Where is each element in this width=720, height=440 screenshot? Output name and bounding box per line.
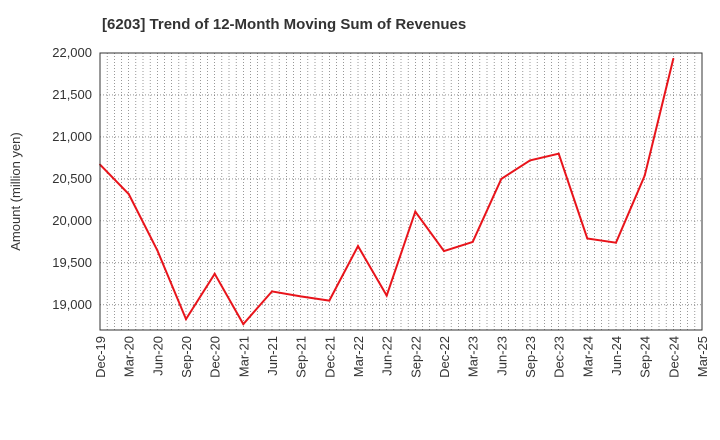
x-tick-label: Dec-19: [93, 336, 108, 378]
data-point: [414, 210, 417, 213]
chart-title: [6203] Trend of 12-Month Moving Sum of R…: [102, 16, 467, 33]
data-point: [271, 290, 273, 293]
data-point: [471, 240, 474, 243]
grid-lines: [100, 52, 702, 330]
data-point: [299, 295, 302, 298]
x-tick-label: Dec-21: [322, 336, 337, 378]
x-tick-label: Sep-22: [408, 336, 423, 378]
y-tick-labels: 19,000 19,500 20,000 20,500 21,000 21,500 22,0…: [52, 45, 92, 312]
x-tick-label: Mar-21: [236, 336, 251, 377]
data-point: [127, 193, 130, 196]
x-tick-label: Jun-24: [609, 336, 624, 376]
data-point: [500, 177, 503, 180]
x-tick-label: Dec-20: [208, 336, 223, 378]
y-tick-label: 19,500: [52, 255, 92, 270]
data-point: [328, 299, 331, 302]
data-point: [213, 272, 216, 275]
data-point: [156, 249, 159, 252]
data-point: [615, 241, 617, 244]
y-tick-label: 19,000: [52, 297, 92, 312]
x-tick-label: Dec-24: [666, 336, 681, 378]
data-point: [643, 174, 646, 177]
y-axis-label: Amount (million yen): [8, 132, 23, 251]
y-tick-label: 20,000: [52, 213, 92, 228]
x-tick-label: Dec-23: [552, 336, 567, 378]
x-tick-label: Jun-20: [150, 336, 165, 376]
data-point: [385, 294, 388, 297]
x-tick-label: Mar-24: [580, 336, 595, 377]
plot-frame: [99, 52, 703, 331]
data-point: [242, 323, 245, 326]
data-point: [185, 318, 187, 321]
x-tick-label: Sep-24: [638, 336, 653, 378]
series-lines: [99, 57, 675, 326]
x-tick-label: Mar-25: [695, 336, 710, 377]
x-tick-labels: Dec-19 Mar-20 Jun-20 Sep-20 Dec-20 Mar-21 Jun-…: [93, 336, 710, 378]
y-tick-label: 20,500: [52, 171, 92, 186]
x-tick-label: Jun-22: [380, 336, 395, 376]
x-tick-label: Mar-23: [466, 336, 481, 377]
x-tick-label: Jun-23: [494, 336, 509, 376]
y-tick-label: 21,500: [52, 87, 92, 102]
x-tick-label: Jun-21: [265, 336, 280, 376]
data-point: [357, 245, 359, 248]
data-point: [443, 250, 445, 253]
x-tick-label: Mar-22: [351, 336, 366, 377]
x-tick-label: Mar-20: [122, 336, 137, 377]
data-point: [529, 159, 531, 162]
x-tick-label: Sep-21: [294, 336, 309, 378]
x-tick-label: Sep-20: [179, 336, 194, 378]
y-tick-label: 21,000: [52, 129, 92, 144]
x-tick-label: Dec-22: [437, 336, 452, 378]
x-tick-label: Sep-23: [523, 336, 538, 378]
data-point: [672, 57, 675, 60]
data-point: [586, 237, 589, 240]
data-point: [557, 152, 560, 155]
y-tick-label: 22,000: [52, 45, 92, 60]
